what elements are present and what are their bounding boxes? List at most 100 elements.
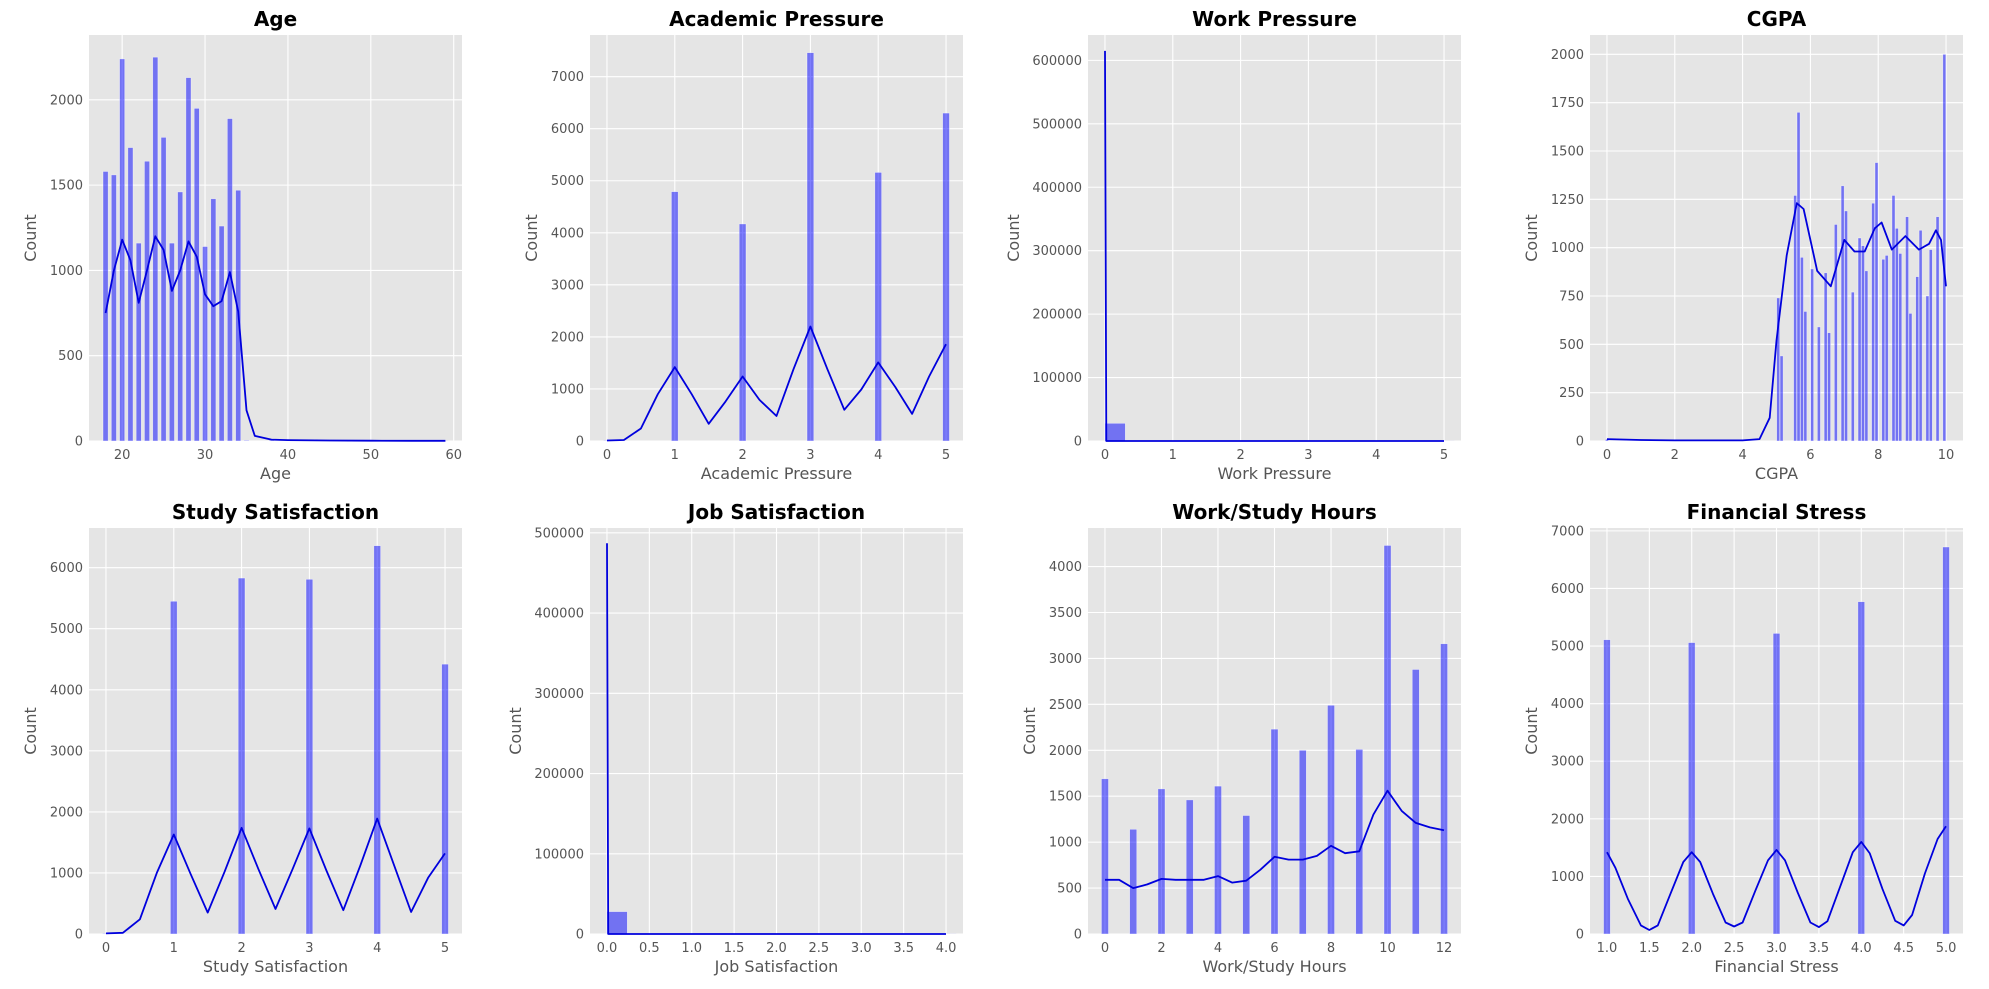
y-tick-label: 6000 (50, 561, 83, 576)
y-tick-label: 3000 (1551, 755, 1584, 770)
y-tick-label: 6000 (1551, 582, 1584, 597)
histogram-bar (210, 198, 217, 442)
histogram-bar (1779, 355, 1784, 442)
plot-background (89, 528, 462, 934)
y-tick-label: 1000 (1551, 241, 1584, 256)
x-tick-label: 4.0 (1851, 941, 1872, 956)
histogram-bar (1891, 195, 1896, 442)
kde-line (1104, 50, 1444, 442)
chart-panel-6: 0 500 1000 1500 2000 2500 3000 3500 4000 0 2 4 6 8 10 1… (1020, 500, 1461, 976)
histogram-bar (1440, 643, 1448, 935)
histogram-bar (1800, 257, 1804, 442)
y-axis-label: Count (1522, 707, 1541, 755)
x-tick-label: 4 (1372, 448, 1380, 463)
x-tick-label: 3.0 (1766, 941, 1787, 956)
y-tick-label: 4000 (551, 226, 584, 241)
y-tick-label: 2000 (50, 93, 83, 108)
x-tick-label: 12 (1436, 941, 1453, 956)
x-tick-label: 1 (671, 448, 679, 463)
kde-line (606, 543, 946, 935)
histogram-bar (1355, 749, 1364, 935)
chart-title: Work Pressure (1192, 7, 1357, 31)
y-axis-label: Count (1004, 214, 1023, 262)
y-tick-label: 250 (1559, 386, 1584, 401)
histogram-bar (1605, 438, 1609, 442)
histogram-bar (942, 112, 950, 442)
histogram-bar (177, 191, 184, 442)
y-tick-label: 1000 (50, 866, 83, 881)
x-tick-label: 30 (197, 448, 214, 463)
histogram-bar (127, 147, 134, 442)
x-tick-label: 3.5 (893, 941, 914, 956)
x-tick-label: 0.0 (597, 941, 618, 956)
chart-title: Financial Stress (1687, 500, 1867, 524)
y-tick-label: 5000 (50, 622, 83, 637)
y-tick-label: 300000 (534, 687, 584, 702)
histogram-bar (1214, 785, 1222, 935)
chart-panel-7: 0 1000 2000 3000 4000 5000 6000 7000 1.0 1.5 2.0 2.… (1522, 500, 1963, 976)
x-tick-label: 50 (363, 448, 380, 463)
y-tick-label: 100000 (534, 847, 584, 862)
x-tick-label: 10 (1379, 941, 1396, 956)
y-tick-label: 750 (1559, 290, 1584, 305)
histogram-bar (1874, 162, 1879, 442)
x-axis-label: Financial Stress (1714, 957, 1838, 976)
y-tick-label: 0 (1074, 928, 1082, 943)
histogram-bar (1298, 749, 1307, 935)
x-tick-label: 10 (1938, 448, 1955, 463)
x-tick-label: 3.0 (851, 941, 872, 956)
histogram-bar (1840, 185, 1845, 442)
x-tick-label: 0 (1101, 448, 1109, 463)
histogram-bar (268, 440, 275, 442)
x-axis-label: Study Satisfaction (203, 957, 348, 976)
histogram-bar (170, 600, 178, 935)
histogram-bar (218, 225, 225, 442)
histogram-bar (1844, 210, 1848, 442)
y-tick-label: 4000 (50, 683, 83, 698)
histogram-bar (874, 172, 882, 442)
y-tick-label: 200000 (534, 767, 584, 782)
kde-line (105, 817, 446, 935)
histogram-bar (1905, 216, 1909, 442)
x-tick-label: 1 (170, 941, 178, 956)
histogram-bar (169, 242, 175, 442)
y-tick-label: 400000 (1032, 181, 1082, 196)
x-tick-label: 3 (305, 941, 313, 956)
y-tick-label: 7000 (551, 70, 584, 85)
histogram-bar (373, 545, 381, 935)
histogram-bar (1857, 601, 1865, 935)
chart-panel-1: 0 1000 2000 3000 4000 5000 6000 7000 0 1 2 3 4 5 Acade… (522, 7, 963, 483)
histogram-bar (1810, 268, 1814, 442)
x-tick-label: 2.0 (766, 941, 787, 956)
y-axis-label: Count (522, 214, 541, 262)
histogram-bar (110, 174, 117, 442)
x-tick-label: 2.5 (1724, 941, 1745, 956)
x-tick-label: 3.5 (1809, 941, 1830, 956)
y-tick-label: 1750 (1551, 96, 1584, 111)
x-tick-label: 5 (1440, 448, 1448, 463)
y-tick-label: 3000 (551, 278, 584, 293)
histogram-bar (1823, 272, 1828, 442)
kde-line (1105, 789, 1445, 889)
x-tick-label: 40 (280, 448, 297, 463)
x-tick-label: 3 (806, 448, 814, 463)
histogram-bar (1776, 297, 1781, 442)
y-tick-label: 1000 (1049, 836, 1082, 851)
histogram-bar (1915, 276, 1920, 442)
histogram-bar (1688, 642, 1696, 935)
histogram-bar (1935, 216, 1940, 442)
histogram-bar (1864, 270, 1869, 442)
histogram-bar (1871, 202, 1875, 442)
histogram-bar (1772, 633, 1781, 935)
y-tick-label: 0 (576, 435, 584, 450)
kde-line (1606, 202, 1947, 442)
y-axis-label: Count (21, 707, 40, 755)
y-tick-label: 5000 (1551, 640, 1584, 655)
x-tick-label: 0.5 (639, 941, 660, 956)
histogram-bar (606, 911, 628, 935)
x-tick-label: 0 (1603, 448, 1611, 463)
histogram-bar (1908, 313, 1913, 442)
x-tick-label: 2.5 (809, 941, 830, 956)
y-tick-label: 1000 (1551, 870, 1584, 885)
histogram-bar (305, 578, 314, 935)
